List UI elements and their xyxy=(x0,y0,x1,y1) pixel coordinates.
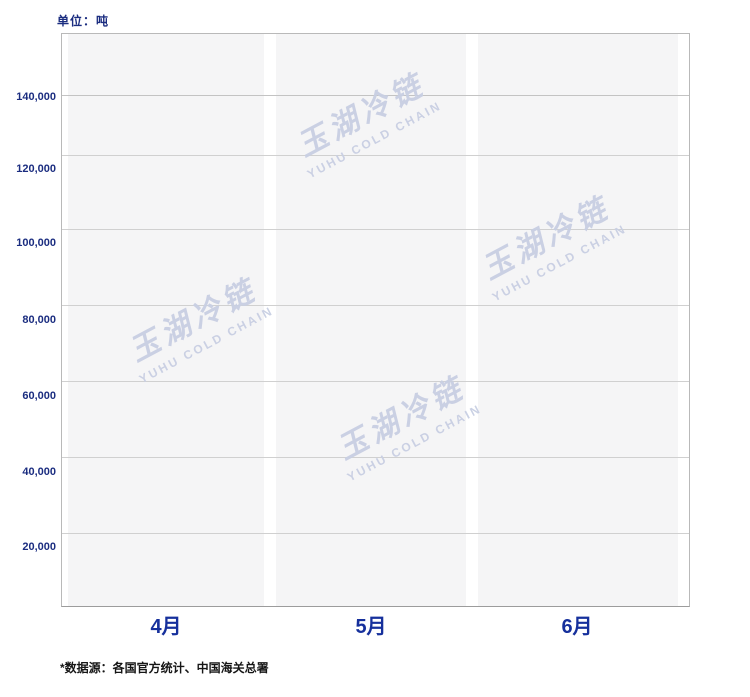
y-axis-tick-label: 20,000 xyxy=(22,541,56,553)
x-axis-label-april: 4月 xyxy=(150,616,182,638)
gridline xyxy=(62,305,689,306)
category-band-june xyxy=(478,34,678,606)
x-axis-label-june: 6月 xyxy=(561,616,593,638)
y-axis-tick-label: 40,000 xyxy=(22,466,56,478)
gridline xyxy=(62,533,689,534)
x-axis-label-may: 5月 xyxy=(355,616,387,638)
gridline xyxy=(62,229,689,230)
y-axis: 140,000 120,000 100,000 80,000 60,000 40… xyxy=(0,0,56,697)
y-axis-tick-label: 60,000 xyxy=(22,390,56,402)
y-axis-tick-label: 100,000 xyxy=(16,237,56,249)
data-source-note: *数据源：各国官方统计、中国海关总署 xyxy=(60,661,269,675)
y-axis-tick-label: 140,000 xyxy=(16,91,56,103)
gridline xyxy=(62,95,689,96)
y-axis-tick-label: 80,000 xyxy=(22,314,56,326)
category-band-april xyxy=(68,34,264,606)
gridline xyxy=(62,155,689,156)
gridline xyxy=(62,381,689,382)
unit-label: 单位：吨 xyxy=(57,14,110,28)
category-band-may xyxy=(276,34,466,606)
plot-area: 玉湖冷链 YUHU COLD CHAIN 玉湖冷链 YUHU COLD CHAI… xyxy=(61,33,690,607)
y-axis-tick-label: 120,000 xyxy=(16,163,56,175)
gridline xyxy=(62,457,689,458)
